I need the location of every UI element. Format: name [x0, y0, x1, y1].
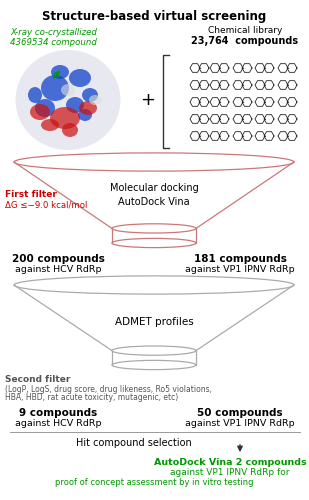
Text: 200 compounds: 200 compounds: [11, 254, 104, 264]
Ellipse shape: [50, 107, 80, 129]
Ellipse shape: [41, 119, 59, 131]
Ellipse shape: [66, 97, 84, 113]
Text: 181 compounds: 181 compounds: [193, 254, 286, 264]
Text: (LogP, LogS, drug score, drug likeness, Ro5 violations,: (LogP, LogS, drug score, drug likeness, …: [5, 385, 212, 394]
Text: ΔG ≤−9.0 kcal/mol: ΔG ≤−9.0 kcal/mol: [5, 200, 87, 209]
Text: X-ray co-crystallized
4369534 compound: X-ray co-crystallized 4369534 compound: [10, 28, 97, 48]
Text: Second filter: Second filter: [5, 375, 70, 384]
Ellipse shape: [51, 65, 69, 79]
Text: 50 compounds: 50 compounds: [197, 408, 283, 418]
Ellipse shape: [89, 95, 101, 105]
Ellipse shape: [30, 104, 50, 120]
Ellipse shape: [82, 88, 98, 102]
Ellipse shape: [79, 101, 97, 115]
Ellipse shape: [15, 50, 121, 150]
Text: +: +: [141, 91, 155, 109]
Ellipse shape: [78, 109, 92, 121]
Text: against HCV RdRp: against HCV RdRp: [15, 419, 101, 428]
Text: Chemical library: Chemical library: [208, 26, 282, 35]
Ellipse shape: [41, 75, 69, 101]
Text: HBA, HBD, rat acute toxicity, mutagenic, etc): HBA, HBD, rat acute toxicity, mutagenic,…: [5, 393, 178, 402]
Text: ADMET profiles: ADMET profiles: [115, 317, 193, 327]
Ellipse shape: [28, 87, 42, 103]
Text: Hit compound selection: Hit compound selection: [76, 438, 192, 448]
Text: against VP1 IPNV RdRp: against VP1 IPNV RdRp: [185, 265, 295, 274]
Text: against VP1 IPNV RdRp: against VP1 IPNV RdRp: [185, 419, 295, 428]
Text: AutoDock Vina 2 compounds: AutoDock Vina 2 compounds: [154, 458, 306, 467]
Text: against HCV RdRp: against HCV RdRp: [15, 265, 101, 274]
Ellipse shape: [35, 99, 55, 117]
Text: First filter: First filter: [5, 190, 57, 199]
Ellipse shape: [62, 123, 78, 137]
Text: proof of concept assessment by in vitro testing: proof of concept assessment by in vitro …: [55, 478, 253, 487]
Text: against VP1 IPNV RdRp for: against VP1 IPNV RdRp for: [170, 468, 290, 477]
Text: Structure-based virtual screening: Structure-based virtual screening: [42, 10, 266, 23]
Ellipse shape: [69, 69, 91, 87]
Text: 9 compounds: 9 compounds: [19, 408, 97, 418]
Ellipse shape: [61, 84, 75, 96]
Text: Molecular docking
AutoDock Vina: Molecular docking AutoDock Vina: [110, 183, 198, 207]
Text: 23,764  compounds: 23,764 compounds: [192, 36, 298, 46]
